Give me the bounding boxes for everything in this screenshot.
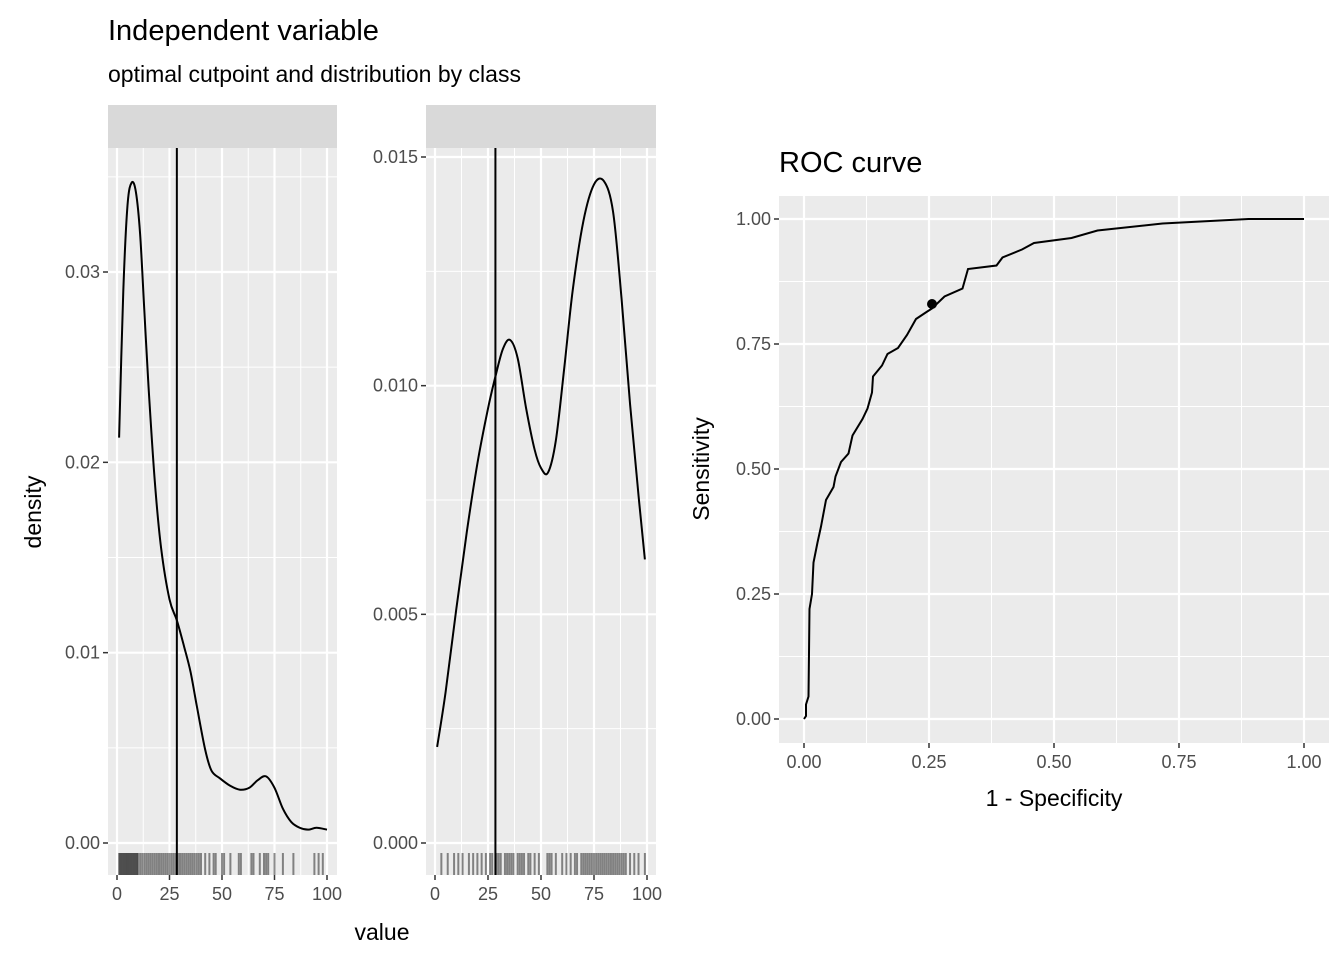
x-tick-label: 0.25 bbox=[911, 752, 946, 772]
y-tick-label: 0.25 bbox=[736, 584, 771, 604]
optimal-cutpoint-marker bbox=[927, 299, 937, 309]
y-tick-label: 0.00 bbox=[65, 833, 100, 853]
x-tick-label: 50 bbox=[531, 884, 551, 904]
y-tick-label: 0.50 bbox=[736, 459, 771, 479]
x-tick-label: 25 bbox=[159, 884, 179, 904]
y-tick-label: 0.03 bbox=[65, 262, 100, 282]
x-axis-label-value: value bbox=[355, 919, 410, 945]
x-tick-label: 100 bbox=[632, 884, 662, 904]
panel-pos: 0 25 50 75 100 0.000 0.005 0.010 0.015 bbox=[373, 105, 662, 904]
roc-x-axis-label: 1 - Specificity bbox=[986, 785, 1123, 811]
x-tick-label: 1.00 bbox=[1286, 752, 1321, 772]
x-tick-label: 0 bbox=[112, 884, 122, 904]
strip-background bbox=[426, 105, 656, 148]
panel-roc: 0.00 0.25 0.50 0.75 1.00 0.00 0.25 0.50 0.75 1.00 bbox=[736, 196, 1329, 772]
roc-y-axis-label: Sensitivity bbox=[688, 417, 714, 521]
y-tick-label: 1.00 bbox=[736, 209, 771, 229]
density-curve bbox=[118, 180, 328, 831]
x-tick-label: 75 bbox=[264, 884, 284, 904]
x-tick-label: 50 bbox=[212, 884, 232, 904]
y-axis-label-density: density bbox=[20, 475, 46, 548]
strip-background bbox=[108, 105, 337, 148]
y-tick-label: 0.02 bbox=[65, 452, 100, 472]
x-tick-label: 0.00 bbox=[786, 752, 821, 772]
panel-neg: 0 25 50 75 100 0.00 0.01 0.02 0.03 bbox=[65, 105, 342, 904]
y-tick-label: 0.005 bbox=[373, 604, 418, 624]
x-tick-label: 0.50 bbox=[1036, 752, 1071, 772]
x-tick-label: 0.75 bbox=[1161, 752, 1196, 772]
x-tick-label: 25 bbox=[478, 884, 498, 904]
x-tick-label: 100 bbox=[312, 884, 342, 904]
y-tick-label: 0.75 bbox=[736, 334, 771, 354]
roc-title: ROC curve bbox=[779, 147, 922, 179]
x-tick-label: 0 bbox=[430, 884, 440, 904]
y-tick-label: 0.000 bbox=[373, 833, 418, 853]
y-tick-label: 0.015 bbox=[373, 147, 418, 167]
figure-title: Independent variable bbox=[108, 15, 379, 47]
y-tick-label: 0.01 bbox=[65, 643, 100, 663]
y-tick-label: 0.00 bbox=[736, 709, 771, 729]
roc-curve bbox=[803, 218, 1304, 720]
figure-subtitle: optimal cutpoint and distribution by cla… bbox=[108, 61, 521, 87]
density-curve bbox=[436, 177, 646, 748]
x-tick-label: 75 bbox=[584, 884, 604, 904]
y-tick-label: 0.010 bbox=[373, 376, 418, 396]
